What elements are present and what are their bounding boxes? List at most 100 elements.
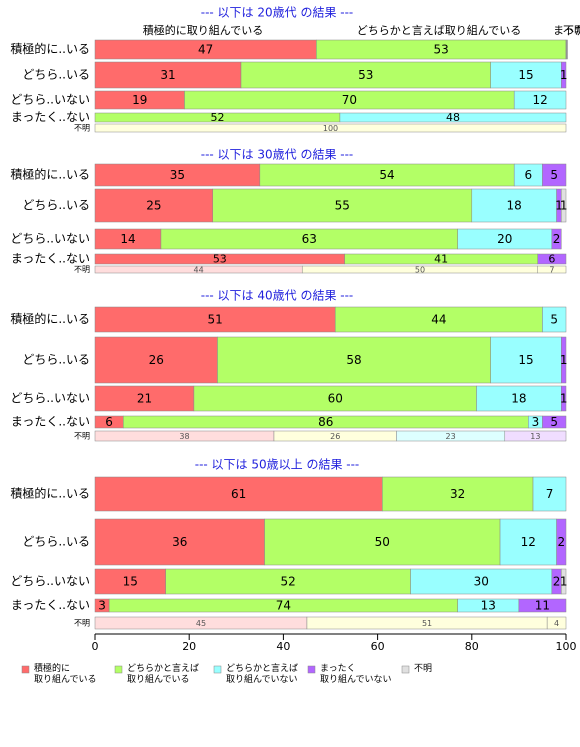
- bar-segment: [551, 228, 562, 250]
- x-tick-label: 80: [465, 640, 479, 653]
- bar-segment: [561, 188, 567, 223]
- bar-segment: [264, 518, 501, 566]
- data-label: 74: [276, 599, 291, 613]
- data-label: 3: [98, 599, 106, 613]
- data-label: 11: [535, 599, 550, 613]
- bar-segment: [471, 188, 557, 223]
- legend-swatch: [21, 665, 30, 674]
- row-label: どちら..いる: [22, 68, 90, 82]
- legend-label: どちらかと言えば取り組んでいる: [127, 662, 199, 685]
- data-label: 2: [553, 232, 561, 246]
- bar-segment: [513, 90, 567, 110]
- data-label: 1: [555, 199, 563, 213]
- x-tick-label: 40: [276, 640, 290, 653]
- bar-segment: [561, 336, 567, 384]
- data-label: 32: [450, 487, 465, 501]
- bar-segment: [490, 61, 562, 89]
- bar-segment: [546, 616, 567, 630]
- x-tick-label: 20: [182, 640, 196, 653]
- bar-segment: [476, 385, 562, 412]
- bar-segment: [542, 163, 567, 187]
- data-label: 25: [146, 199, 161, 213]
- bar-segment: [94, 123, 567, 133]
- data-label: 1: [560, 68, 568, 82]
- data-label: 21: [137, 392, 152, 406]
- bar-segment: [94, 568, 166, 595]
- bar-segment: [537, 265, 567, 274]
- row-label: どちら..いる: [22, 353, 90, 367]
- data-label: 38: [179, 432, 189, 441]
- bar-segment: [94, 518, 265, 566]
- row-label: 不明: [74, 265, 90, 274]
- data-label: 26: [149, 353, 164, 367]
- bar-segment: [556, 518, 567, 566]
- data-label: 63: [302, 232, 317, 246]
- bar-segment: [240, 61, 491, 89]
- data-label: 18: [507, 199, 522, 213]
- data-label: 23: [446, 432, 456, 441]
- bar-segment: [565, 39, 567, 60]
- data-label: 1: [560, 199, 568, 213]
- row-label: どちら..いない: [10, 93, 90, 107]
- bar-segment: [410, 568, 553, 595]
- x-tick-label: 0: [92, 640, 99, 653]
- data-label: 54: [379, 168, 394, 182]
- data-label: 14: [120, 232, 135, 246]
- data-label: 1: [560, 353, 568, 367]
- bar-segment: [94, 188, 213, 223]
- bar-segment: [542, 415, 567, 429]
- bar-segment: [504, 430, 567, 442]
- data-label: 36: [172, 535, 187, 549]
- column-header-label: まった: [553, 24, 580, 37]
- row-label: 不明: [74, 124, 90, 133]
- row-label: まったく..ない: [11, 415, 90, 429]
- row-label: どちら..いない: [10, 574, 90, 588]
- legend-label: どちらかと言えば取り組んでいない: [226, 662, 298, 685]
- row-label: まったく..ない: [11, 110, 90, 124]
- x-tick-label: 100: [556, 640, 577, 653]
- data-label: 5: [550, 168, 558, 182]
- row-label: まったく..ない: [11, 252, 90, 266]
- bar-segment: [217, 336, 491, 384]
- row-label: どちら..いない: [10, 232, 90, 246]
- row-label: 積極的に..いる: [10, 41, 90, 56]
- panel-title: --- 以下は 30歳代 の結果 ---: [201, 148, 354, 162]
- panel-title: --- 以下は 50歳以上 の結果 ---: [195, 458, 360, 472]
- data-label: 50: [415, 266, 425, 275]
- data-label: 19: [132, 93, 147, 107]
- bar-segment: [193, 385, 477, 412]
- data-label: 45: [196, 619, 206, 628]
- bar-segment: [561, 61, 567, 89]
- data-label: 12: [521, 535, 536, 549]
- data-label: 61: [231, 487, 246, 501]
- column-header-label: 不明: [563, 24, 580, 37]
- row-label: 不明: [74, 432, 90, 441]
- legend-swatch: [213, 665, 222, 674]
- data-label: 13: [530, 432, 540, 441]
- data-label: 2: [553, 575, 561, 589]
- row-label: 積極的に..いる: [10, 311, 90, 326]
- data-label: 70: [342, 93, 357, 107]
- data-label: 60: [328, 392, 343, 406]
- data-label: 15: [518, 353, 533, 367]
- data-label: 15: [123, 575, 138, 589]
- data-label: 52: [210, 111, 224, 124]
- bar-segment: [94, 306, 336, 333]
- data-label: 5: [550, 313, 558, 327]
- data-label: 53: [434, 43, 449, 57]
- row-label: まったく..ない: [11, 598, 90, 612]
- data-label: 48: [446, 111, 460, 124]
- data-label: 3: [532, 415, 540, 429]
- bar-segment: [532, 476, 567, 512]
- data-label: 52: [280, 575, 295, 589]
- data-label: 44: [194, 266, 204, 275]
- data-label: 30: [474, 575, 489, 589]
- row-label: どちら..いる: [22, 535, 90, 549]
- data-label: 26: [330, 432, 340, 441]
- legend-label: 不明: [414, 663, 432, 674]
- data-label: 100: [323, 124, 338, 133]
- legend-label: 積極的に取り組んでいる: [34, 662, 97, 685]
- bar-segment: [94, 476, 383, 512]
- column-header-label: どちらかと言えば取り組んでいる: [357, 24, 521, 37]
